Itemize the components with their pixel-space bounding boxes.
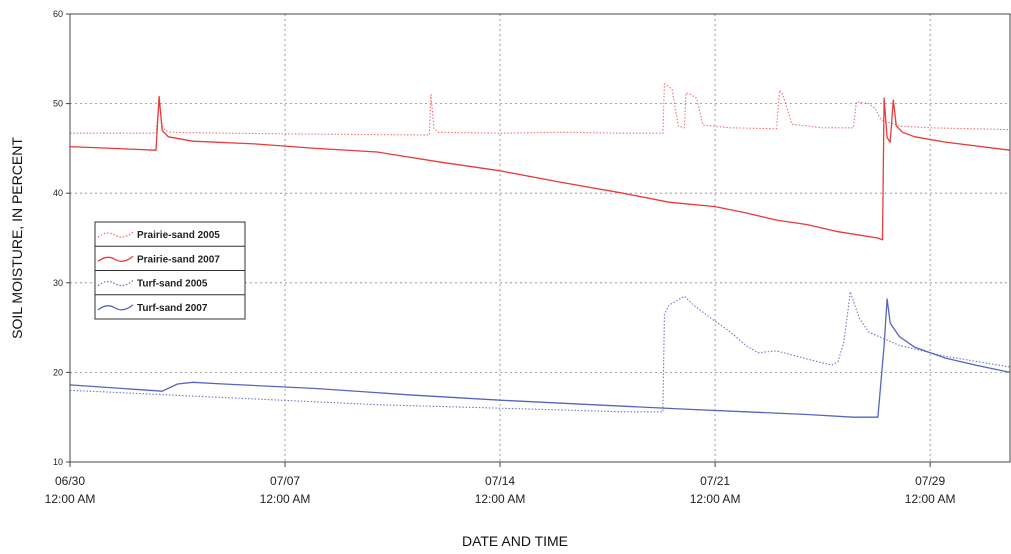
x-tick-time: 12:00 AM: [260, 492, 311, 506]
series-line-turf-sand-2007: [69, 298, 1011, 418]
series-line-turf-sand-2005: [69, 291, 1011, 413]
axes: [69, 13, 1011, 463]
y-tick-label: 60: [53, 9, 63, 19]
y-axis-title: SOIL MOISTURE, IN PERCENT: [9, 137, 25, 339]
legend-label: Turf-sand 2007: [137, 303, 208, 314]
series-lines: [69, 83, 1011, 418]
series-line-prairie-sand-2005: [70, 83, 1011, 136]
y-tick-label: 10: [53, 457, 63, 467]
x-tick-date: 06/30: [55, 474, 85, 488]
y-tick-label: 20: [53, 367, 63, 377]
legend-label: Prairie-sand 2005: [137, 230, 220, 241]
x-tick-time: 12:00 AM: [905, 492, 956, 506]
legend: Prairie-sand 2005 Prairie-sand 2007 Turf-s…: [94, 221, 246, 320]
x-tick-date: 07/14: [485, 474, 515, 488]
x-tick-date: 07/07: [270, 474, 300, 488]
y-tick-label: 40: [53, 188, 63, 198]
x-tick-date: 07/21: [700, 474, 730, 488]
legend-label: Turf-sand 2005: [137, 279, 208, 290]
y-tick-label: 30: [53, 278, 63, 288]
plot-frame: [69, 13, 1011, 463]
y-tick-label: 50: [53, 99, 63, 109]
x-tick-date: 07/29: [915, 474, 945, 488]
series-line-prairie-sand-2007: [69, 95, 1011, 241]
tick-labels: 10 20 30 40 50 60 06/30 12:00 AM 07/07 12:00 AM 07…: [45, 9, 956, 506]
x-tick-time: 12:00 AM: [45, 492, 96, 506]
legend-swatch: [97, 255, 134, 262]
legend-swatch: [97, 304, 134, 311]
x-axis-title: DATE AND TIME: [462, 533, 568, 549]
x-tick-time: 12:00 AM: [690, 492, 741, 506]
x-tick-time: 12:00 AM: [475, 492, 526, 506]
legend-label: Prairie-sand 2007: [137, 254, 220, 265]
